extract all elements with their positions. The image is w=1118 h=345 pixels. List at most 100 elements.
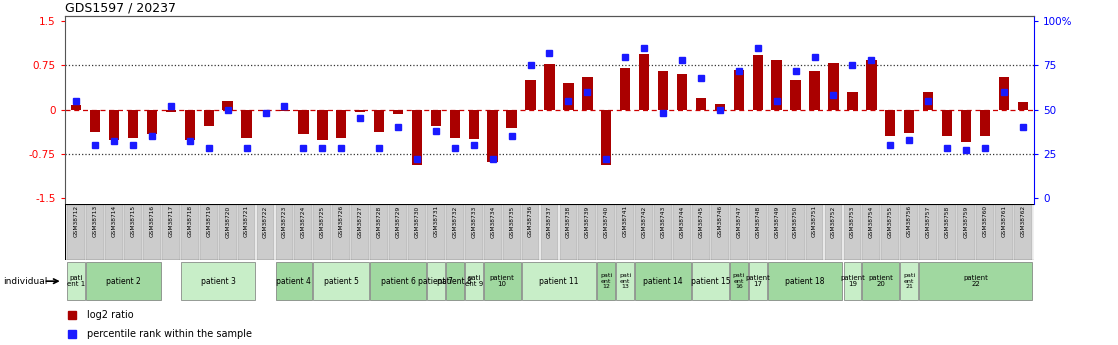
Bar <box>676 74 688 110</box>
Bar <box>318 110 328 140</box>
Text: GSM38723: GSM38723 <box>282 205 287 237</box>
Text: pati
ent
12: pati ent 12 <box>600 273 613 289</box>
Text: GSM38715: GSM38715 <box>131 205 135 237</box>
FancyBboxPatch shape <box>503 204 521 260</box>
FancyBboxPatch shape <box>313 262 369 300</box>
FancyBboxPatch shape <box>484 204 502 260</box>
FancyBboxPatch shape <box>692 204 710 260</box>
Text: GSM38717: GSM38717 <box>169 205 173 237</box>
FancyBboxPatch shape <box>275 262 312 300</box>
FancyBboxPatch shape <box>427 204 445 260</box>
FancyBboxPatch shape <box>616 204 634 260</box>
FancyBboxPatch shape <box>370 204 388 260</box>
Text: GSM38731: GSM38731 <box>434 205 438 237</box>
FancyBboxPatch shape <box>938 204 956 260</box>
FancyBboxPatch shape <box>597 262 615 300</box>
FancyBboxPatch shape <box>806 204 824 260</box>
Bar <box>1017 102 1027 110</box>
Text: GSM38754: GSM38754 <box>869 205 874 237</box>
FancyBboxPatch shape <box>484 262 521 300</box>
FancyBboxPatch shape <box>465 262 483 300</box>
Bar <box>620 68 631 110</box>
Text: GSM38749: GSM38749 <box>774 205 779 237</box>
Bar <box>847 92 858 110</box>
FancyBboxPatch shape <box>200 204 218 260</box>
Text: GSM38755: GSM38755 <box>888 205 893 237</box>
Text: GSM38735: GSM38735 <box>509 205 514 237</box>
FancyBboxPatch shape <box>730 262 748 300</box>
FancyBboxPatch shape <box>843 204 861 260</box>
Text: GSM38725: GSM38725 <box>320 205 325 237</box>
Text: GSM38721: GSM38721 <box>244 205 249 237</box>
FancyBboxPatch shape <box>427 262 445 300</box>
FancyBboxPatch shape <box>787 204 805 260</box>
FancyBboxPatch shape <box>919 262 1032 300</box>
Text: GSM38752: GSM38752 <box>831 205 836 237</box>
FancyBboxPatch shape <box>768 262 842 300</box>
FancyBboxPatch shape <box>181 262 256 300</box>
Text: patient 18: patient 18 <box>785 277 825 286</box>
FancyBboxPatch shape <box>143 204 161 260</box>
Text: GSM38741: GSM38741 <box>623 205 627 237</box>
Text: GSM38753: GSM38753 <box>850 205 855 237</box>
Text: percentile rank within the sample: percentile rank within the sample <box>87 329 253 339</box>
FancyBboxPatch shape <box>559 204 577 260</box>
Bar <box>356 110 366 112</box>
Text: GSM38744: GSM38744 <box>680 205 684 237</box>
FancyBboxPatch shape <box>654 204 672 260</box>
FancyBboxPatch shape <box>86 204 104 260</box>
Text: patient 8: patient 8 <box>437 277 472 286</box>
Text: patient 6: patient 6 <box>380 277 416 286</box>
Text: GSM38713: GSM38713 <box>93 205 97 237</box>
Text: GSM38714: GSM38714 <box>112 205 116 237</box>
Bar <box>695 98 707 110</box>
Bar <box>260 110 271 111</box>
Bar <box>337 110 347 138</box>
Bar <box>904 110 915 133</box>
Bar <box>165 110 176 112</box>
FancyBboxPatch shape <box>124 204 142 260</box>
Text: GSM38732: GSM38732 <box>453 205 457 237</box>
FancyBboxPatch shape <box>749 262 767 300</box>
FancyBboxPatch shape <box>86 262 161 300</box>
Text: GSM38733: GSM38733 <box>472 205 476 237</box>
Bar <box>184 110 195 140</box>
FancyBboxPatch shape <box>465 204 483 260</box>
Bar <box>222 101 233 110</box>
Bar <box>203 110 214 126</box>
FancyBboxPatch shape <box>370 262 426 300</box>
Bar <box>146 110 158 134</box>
Text: GSM38747: GSM38747 <box>737 205 741 237</box>
Bar <box>752 56 762 110</box>
Bar <box>373 110 385 132</box>
Text: patient
17: patient 17 <box>746 275 770 287</box>
FancyBboxPatch shape <box>522 262 596 300</box>
FancyBboxPatch shape <box>294 204 312 260</box>
FancyBboxPatch shape <box>67 262 85 300</box>
Text: GSM38712: GSM38712 <box>74 205 78 237</box>
Bar <box>280 110 290 111</box>
Text: GSM38718: GSM38718 <box>188 205 192 237</box>
Bar <box>430 110 442 126</box>
Text: GSM38722: GSM38722 <box>263 205 268 237</box>
Text: GSM38746: GSM38746 <box>718 205 722 237</box>
Text: patient 11: patient 11 <box>539 277 579 286</box>
FancyBboxPatch shape <box>446 262 464 300</box>
FancyBboxPatch shape <box>862 204 880 260</box>
Text: pati
ent
16: pati ent 16 <box>732 273 745 289</box>
FancyBboxPatch shape <box>825 204 842 260</box>
Text: GSM38742: GSM38742 <box>642 205 646 237</box>
FancyBboxPatch shape <box>597 204 615 260</box>
FancyBboxPatch shape <box>332 204 350 260</box>
Bar <box>127 110 139 138</box>
Text: pati
ent 1: pati ent 1 <box>67 275 85 287</box>
FancyBboxPatch shape <box>541 204 558 260</box>
Text: GSM38727: GSM38727 <box>358 205 362 237</box>
Text: GDS1597 / 20237: GDS1597 / 20237 <box>65 1 176 14</box>
Text: patient
10: patient 10 <box>490 275 514 287</box>
Bar <box>525 80 536 110</box>
Bar <box>657 71 669 110</box>
Bar <box>299 110 309 134</box>
Text: patient
22: patient 22 <box>963 275 988 287</box>
Text: GSM38740: GSM38740 <box>604 205 609 237</box>
